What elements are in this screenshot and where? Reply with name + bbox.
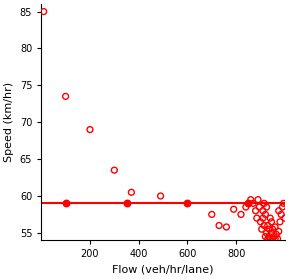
Point [267,227,271,231]
Point [275,237,280,241]
Point [41,9,46,14]
Point [251,201,255,206]
Point [256,198,260,202]
Point [112,168,117,172]
Point [263,212,268,217]
Point [185,201,190,206]
Point [231,207,236,211]
Point [210,212,214,217]
Point [244,205,248,209]
Point [217,223,221,228]
Point [268,237,273,241]
Point [273,225,277,229]
Point [258,220,263,224]
Point [283,216,287,220]
Point [260,227,264,231]
Point [253,208,258,213]
Point [262,223,266,228]
Point [264,205,269,209]
Point [268,216,273,220]
Point [273,237,277,241]
Point [280,205,285,209]
Point [257,205,262,209]
Point [249,198,253,202]
Point [224,225,229,229]
Point [277,208,281,213]
Point [261,208,265,213]
Point [63,201,68,206]
Point [264,231,269,235]
Point [270,237,275,241]
Point [269,220,274,224]
X-axis label: Flow (veh/hr/lane): Flow (veh/hr/lane) [112,265,214,275]
Point [262,201,266,206]
Point [255,216,259,220]
Point [270,227,275,231]
Point [267,234,271,239]
Point [88,127,92,132]
Point [266,237,270,241]
Point [246,201,251,206]
Point [281,201,286,206]
Point [266,223,270,228]
Point [129,190,134,194]
Point [63,94,68,98]
Y-axis label: Speed (km/hr): Speed (km/hr) [4,82,14,162]
Point [278,220,282,224]
Point [124,201,129,206]
Point [279,212,284,217]
Point [261,216,265,220]
Point [158,194,163,198]
Point [277,229,281,234]
Point [239,212,243,217]
Point [263,234,268,239]
Point [269,231,274,235]
Point [274,232,279,237]
Point [272,234,276,239]
